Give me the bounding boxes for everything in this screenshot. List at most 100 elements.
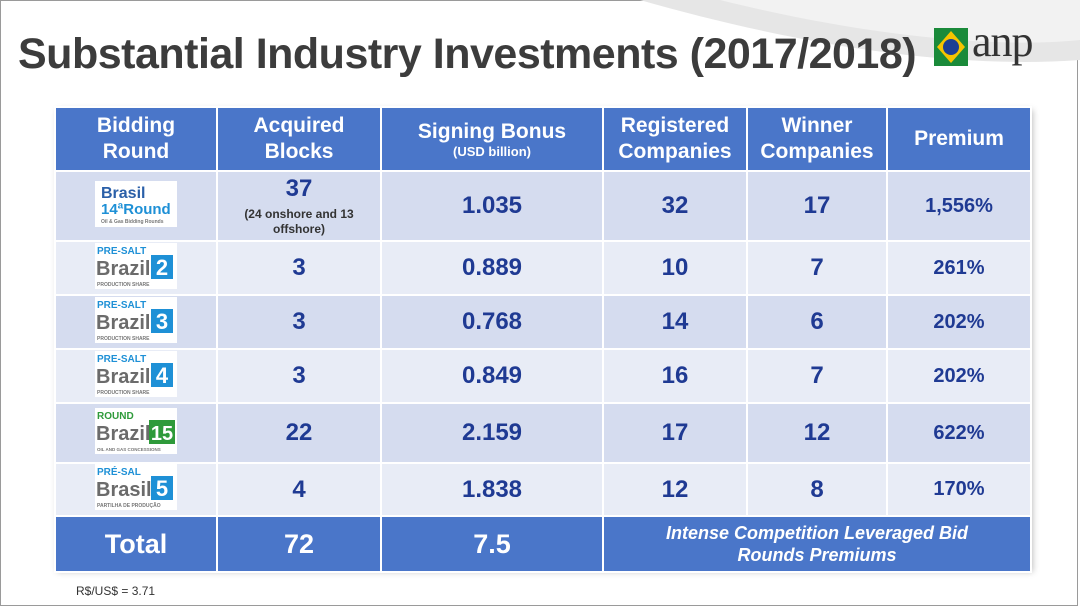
total-message: Intense Competition Leveraged Bid Rounds…	[602, 515, 1032, 573]
blocks-value: 3	[292, 362, 306, 389]
svg-text:5: 5	[156, 476, 168, 501]
anp-logo-mark-icon	[934, 28, 968, 66]
bonus-cell: 1.035	[380, 170, 604, 242]
table-row: PRE-SALT Brazil 3 PRODUCTION SHARE 3 0.7…	[54, 294, 1032, 350]
svg-text:PRE-SALT: PRE-SALT	[97, 246, 146, 257]
table-row: Brasil 14ªRound Oil & Gas Bidding Rounds…	[54, 170, 1032, 242]
winner-value: 7	[810, 362, 824, 389]
exchange-rate-footnote: R$/US$ = 3.71	[76, 584, 156, 598]
svg-text:ROUND: ROUND	[97, 411, 134, 422]
round-brazil-15-logo-icon: ROUND Brazil 15 OIL AND GAS CONCESSIONS	[95, 407, 177, 454]
svg-text:4: 4	[156, 363, 169, 388]
registered-value: 10	[661, 254, 689, 281]
winner-cell: 6	[746, 294, 888, 350]
winner-value: 8	[810, 475, 824, 503]
brasil-14-round-logo-icon: Brasil 14ªRound Oil & Gas Bidding Rounds	[95, 180, 177, 227]
bonus-value: 0.849	[461, 362, 523, 389]
registered-cell: 32	[602, 170, 748, 242]
winner-value: 17	[803, 192, 831, 219]
premium-cell: 261%	[886, 240, 1032, 296]
svg-text:PRODUCTION SHARE: PRODUCTION SHARE	[97, 336, 150, 342]
registered-value: 14	[661, 308, 689, 335]
winner-cell: 8	[746, 462, 888, 517]
svg-text:15: 15	[151, 423, 173, 445]
table-row: PRE-SALT Brazil 4 PRODUCTION SHARE 3 0.8…	[54, 348, 1032, 404]
bonus-cell: 0.849	[380, 348, 604, 404]
header-winner-companies: Winner Companies	[746, 106, 888, 172]
pre-sal-brasil-5-logo-icon: PRÉ-SAL Brasil 5 PARTILHA DE PRODUÇÃO	[95, 464, 177, 510]
blocks-value: 4	[292, 475, 306, 503]
header-acquired-blocks: Acquired Blocks	[216, 106, 382, 172]
svg-text:OIL AND GAS CONCESSIONS: OIL AND GAS CONCESSIONS	[97, 447, 161, 452]
investments-table-wrapper: Bidding Round Acquired Blocks Signing Bo…	[54, 106, 1032, 573]
anp-logo: anp	[934, 17, 1054, 72]
round-logo-cell: PRE-SALT Brazil 3 PRODUCTION SHARE	[54, 294, 218, 350]
bonus-value: 1.035	[461, 192, 523, 219]
premium-cell: 170%	[886, 462, 1032, 517]
blocks-value: 3	[292, 308, 306, 335]
bonus-value: 0.768	[461, 308, 523, 335]
header-premium: Premium	[886, 106, 1032, 172]
table-row: PRE-SALT Brazil 2 PRODUCTION SHARE 3 0.8…	[54, 240, 1032, 296]
round-logo-cell: PRÉ-SAL Brasil 5 PARTILHA DE PRODUÇÃO	[54, 462, 218, 517]
total-blocks: 72	[216, 515, 382, 573]
bonus-value: 1.838	[461, 475, 523, 503]
registered-cell: 16	[602, 348, 748, 404]
winner-value: 12	[803, 419, 831, 446]
blocks-cell: 3	[216, 294, 382, 350]
winner-value: 6	[810, 308, 824, 335]
svg-text:Brazil: Brazil	[96, 312, 150, 334]
header-signing-bonus-label: Signing Bonus	[417, 120, 567, 143]
svg-text:Brazil: Brazil	[96, 423, 150, 445]
total-row: Total 72 7.5 Intense Competition Leverag…	[54, 515, 1032, 573]
registered-cell: 17	[602, 402, 748, 464]
blocks-cell: 22	[216, 402, 382, 464]
svg-text:PRÉ-SAL: PRÉ-SAL	[97, 465, 141, 478]
blocks-cell: 37 (24 onshore and 13 offshore)	[216, 170, 382, 242]
svg-text:Brazil: Brazil	[96, 366, 150, 388]
winner-value: 7	[810, 254, 824, 281]
pre-salt-brazil-2-logo-icon: PRE-SALT Brazil 2 PRODUCTION SHARE	[95, 242, 177, 289]
round-logo-cell: ROUND Brazil 15 OIL AND GAS CONCESSIONS	[54, 402, 218, 464]
svg-text:PRE-SALT: PRE-SALT	[97, 300, 146, 311]
premium-cell: 202%	[886, 294, 1032, 350]
premium-cell: 202%	[886, 348, 1032, 404]
winner-cell: 17	[746, 170, 888, 242]
registered-value: 12	[661, 475, 689, 503]
svg-text:Oil & Gas Bidding Rounds: Oil & Gas Bidding Rounds	[101, 219, 164, 225]
anp-logo-text: anp	[972, 17, 1034, 66]
investments-table: Bidding Round Acquired Blocks Signing Bo…	[54, 106, 1032, 573]
pre-salt-brazil-3-logo-icon: PRE-SALT Brazil 3 PRODUCTION SHARE	[95, 296, 177, 343]
blocks-cell: 3	[216, 240, 382, 296]
round-logo-cell: PRE-SALT Brazil 4 PRODUCTION SHARE	[54, 348, 218, 404]
bonus-cell: 0.889	[380, 240, 604, 296]
premium-cell: 622%	[886, 402, 1032, 464]
pre-salt-brazil-4-logo-icon: PRE-SALT Brazil 4 PRODUCTION SHARE	[95, 350, 177, 397]
header-bidding-round: Bidding Round	[54, 106, 218, 172]
total-label: Total	[54, 515, 218, 573]
winner-cell: 7	[746, 240, 888, 296]
premium-cell: 1,556%	[886, 170, 1032, 242]
blocks-value: 22	[285, 419, 313, 446]
svg-text:Brazil: Brazil	[96, 258, 150, 280]
svg-text:PRE-SALT: PRE-SALT	[97, 354, 146, 365]
round-logo-cell: Brasil 14ªRound Oil & Gas Bidding Rounds	[54, 170, 218, 242]
svg-text:PARTILHA DE PRODUÇÃO: PARTILHA DE PRODUÇÃO	[97, 502, 161, 509]
header-registered-companies: Registered Companies	[602, 106, 748, 172]
registered-cell: 14	[602, 294, 748, 350]
svg-text:Brasil: Brasil	[101, 185, 145, 202]
registered-value: 16	[661, 362, 689, 389]
registered-cell: 10	[602, 240, 748, 296]
blocks-value: 3	[292, 254, 306, 281]
blocks-note: (24 onshore and 13 offshore)	[244, 207, 354, 236]
bonus-cell: 1.838	[380, 462, 604, 517]
blocks-cell: 4	[216, 462, 382, 517]
header-signing-bonus: Signing Bonus (USD billion)	[380, 106, 604, 172]
svg-text:2: 2	[156, 255, 168, 280]
winner-cell: 7	[746, 348, 888, 404]
bonus-value: 2.159	[461, 419, 523, 446]
header-signing-bonus-unit: (USD billion)	[453, 144, 531, 159]
registered-value: 17	[661, 419, 689, 446]
bonus-value: 0.889	[461, 254, 523, 281]
